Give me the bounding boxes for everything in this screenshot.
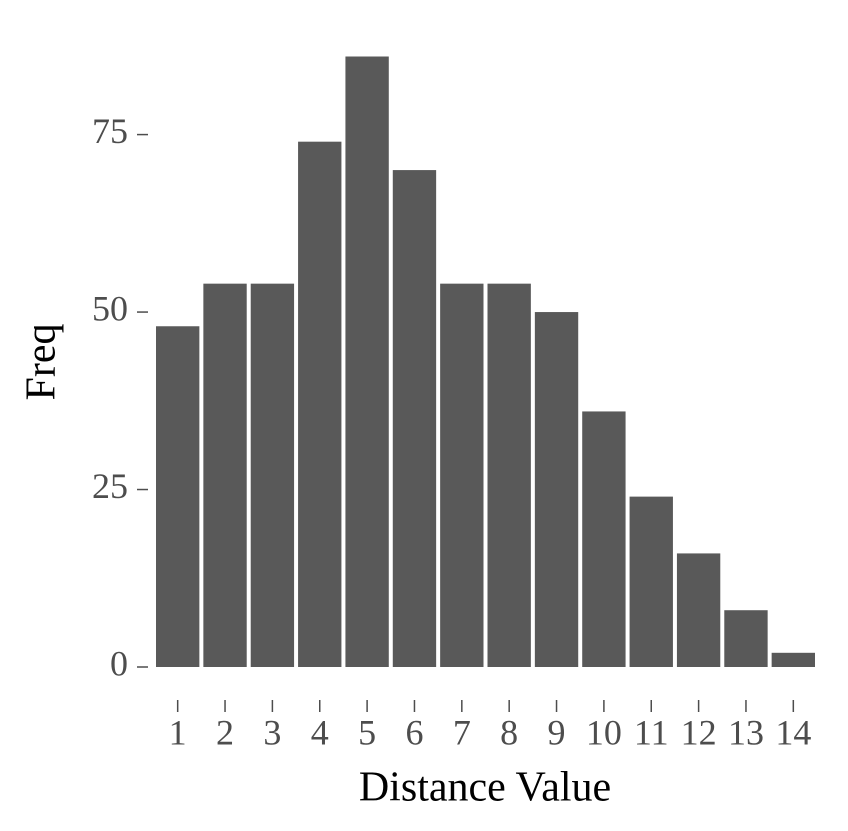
y-tick-label: 50 <box>92 288 128 328</box>
bar <box>534 312 579 667</box>
x-tick-label: 12 <box>681 712 717 752</box>
x-axis-title: Distance Value <box>359 765 611 811</box>
x-tick-label: 2 <box>216 712 234 752</box>
bar <box>676 553 721 667</box>
x-tick-label: 3 <box>263 712 281 752</box>
bar <box>392 170 437 667</box>
x-tick-label: 9 <box>548 712 566 752</box>
y-axis-title: Freq <box>19 324 65 401</box>
bar <box>724 610 768 667</box>
bar <box>771 652 815 667</box>
x-tick-label: 6 <box>405 712 423 752</box>
x-tick-label: 7 <box>453 712 471 752</box>
x-tick-label: 11 <box>634 712 669 752</box>
bar <box>156 326 200 667</box>
x-tick-label: 10 <box>586 712 622 752</box>
x-tick-label: 4 <box>311 712 329 752</box>
x-tick-label: 8 <box>500 712 518 752</box>
bar <box>250 283 295 667</box>
x-tick-label: 13 <box>728 712 764 752</box>
bar <box>345 56 389 667</box>
bar <box>298 141 342 668</box>
y-tick-label: 75 <box>92 111 128 151</box>
bar <box>440 283 484 667</box>
x-tick-label: 5 <box>358 712 376 752</box>
x-tick-label: 14 <box>775 712 811 752</box>
y-tick-label: 25 <box>92 466 128 506</box>
bar <box>582 411 626 667</box>
bar <box>629 496 673 667</box>
x-tick-label: 1 <box>169 712 187 752</box>
y-tick-label: 0 <box>110 643 128 683</box>
bar <box>487 283 531 667</box>
bar <box>203 283 247 667</box>
